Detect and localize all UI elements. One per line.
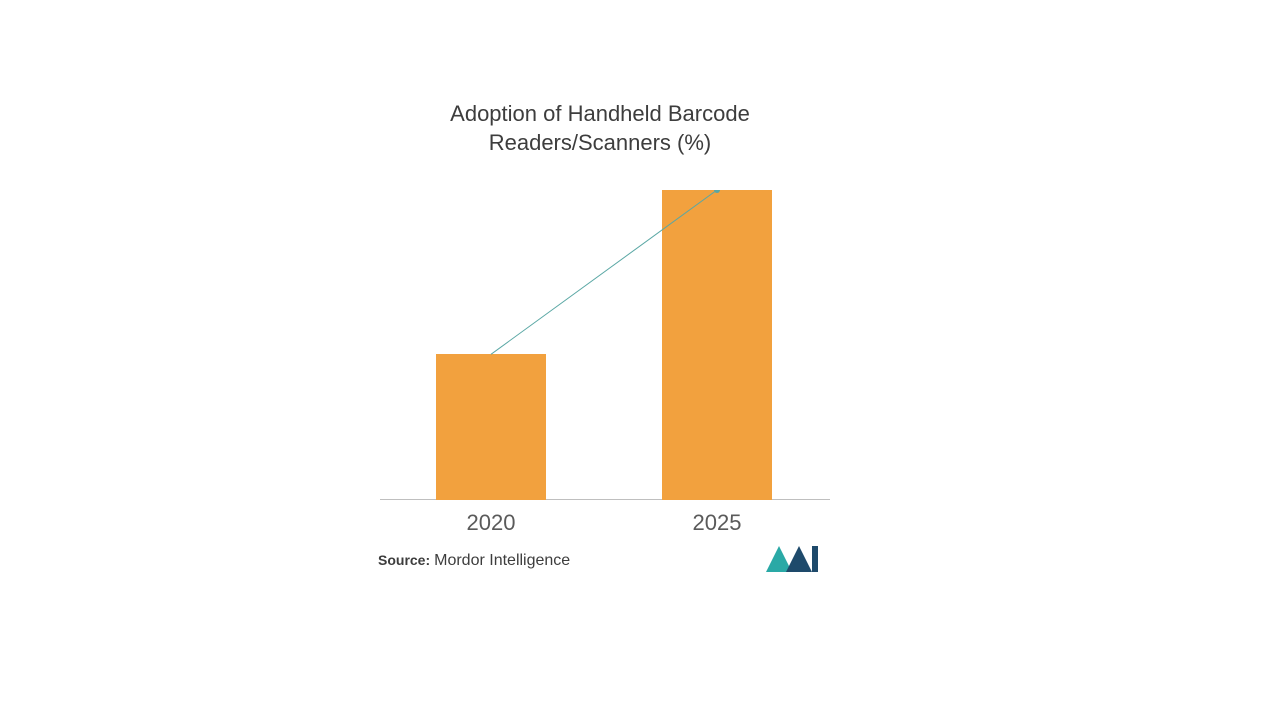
- chart-title-line1: Adoption of Handheld Barcode: [450, 101, 750, 126]
- x-axis-labels: 2020 2025: [380, 510, 830, 540]
- source-value: Mordor Intelligence: [434, 552, 570, 570]
- xlabel-2025: 2025: [662, 510, 772, 536]
- xlabel-2020: 2020: [436, 510, 546, 536]
- chart-title-line2: Readers/Scanners (%): [489, 130, 712, 155]
- bar-2020: [436, 354, 546, 500]
- source-row: Source: Mordor Intelligence: [378, 552, 570, 570]
- bar-2025: [662, 190, 772, 500]
- mordor-intelligence-logo-icon: [766, 546, 818, 572]
- logo-triangle-2: [786, 546, 812, 572]
- plot-area: [380, 190, 830, 500]
- source-label: Source:: [378, 552, 430, 568]
- logo-bar: [812, 546, 818, 572]
- chart-canvas: Adoption of Handheld Barcode Readers/Sca…: [0, 0, 1280, 720]
- chart-title: Adoption of Handheld Barcode Readers/Sca…: [380, 100, 820, 157]
